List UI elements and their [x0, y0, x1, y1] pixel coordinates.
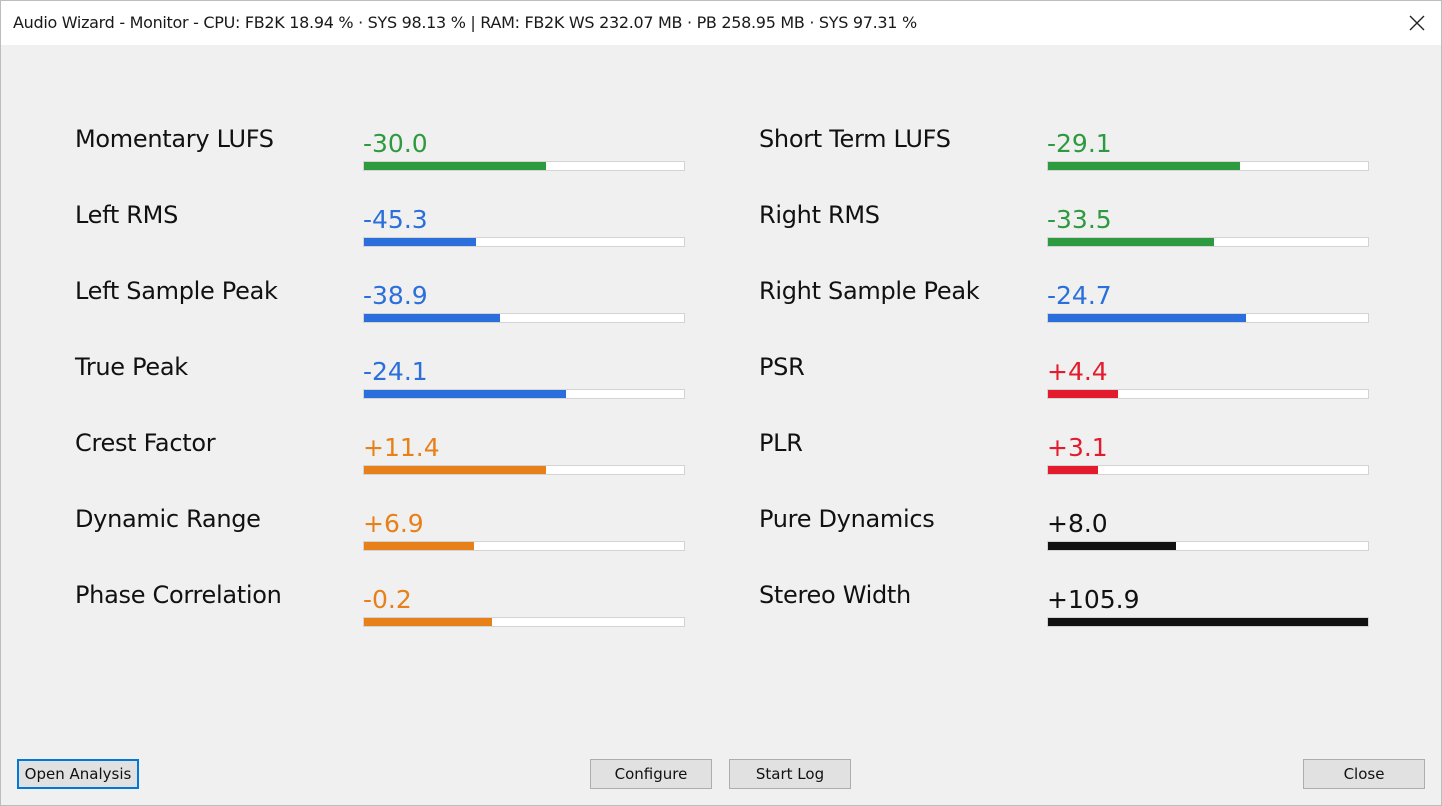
meter-fill — [1048, 618, 1368, 626]
meter-fill — [1048, 542, 1176, 550]
start-log-button[interactable]: Start Log — [729, 759, 851, 789]
metric-label: Momentary LUFS — [75, 125, 274, 153]
meter-fill — [1048, 314, 1247, 322]
configure-button[interactable]: Configure — [590, 759, 712, 789]
open-analysis-button[interactable]: Open Analysis — [17, 759, 139, 789]
metric-momentary-lufs: Momentary LUFS -30.0 — [75, 125, 715, 195]
metric-value: -45.3 — [363, 205, 428, 234]
meter-fill — [364, 314, 500, 322]
metric-label: True Peak — [75, 353, 188, 381]
metric-right-rms: Right RMS -33.5 — [759, 201, 1399, 271]
meter-track — [363, 617, 685, 627]
metric-value: +3.1 — [1047, 433, 1108, 462]
metric-left-rms: Left RMS -45.3 — [75, 201, 715, 271]
metric-label: PSR — [759, 353, 805, 381]
metric-label: Left Sample Peak — [75, 277, 278, 305]
meter-fill — [364, 390, 566, 398]
metric-value: -0.2 — [363, 585, 412, 614]
meter-fill — [364, 238, 476, 246]
metric-value: +8.0 — [1047, 509, 1108, 538]
meter-fill — [364, 542, 475, 550]
title-bar: Audio Wizard - Monitor - CPU: FB2K 18.94… — [1, 1, 1441, 45]
meter-fill — [1048, 162, 1240, 170]
metric-label: Right Sample Peak — [759, 277, 980, 305]
meter-track — [363, 161, 685, 171]
metric-right-sample-peak: Right Sample Peak -24.7 — [759, 277, 1399, 347]
metric-label: Crest Factor — [75, 429, 216, 457]
metric-label: Stereo Width — [759, 581, 911, 609]
meter-fill — [364, 466, 547, 474]
meter-fill — [364, 162, 547, 170]
metric-label: PLR — [759, 429, 803, 457]
meter-track — [1047, 465, 1369, 475]
meter-track — [363, 465, 685, 475]
meter-track — [1047, 313, 1369, 323]
close-window-icon[interactable] — [1405, 11, 1429, 35]
meter-fill — [1048, 466, 1098, 474]
metric-pure-dynamics: Pure Dynamics +8.0 — [759, 505, 1399, 575]
metric-stereo-width: Stereo Width +105.9 — [759, 581, 1399, 651]
meter-track — [363, 237, 685, 247]
metric-label: Left RMS — [75, 201, 178, 229]
window-title: Audio Wizard - Monitor - CPU: FB2K 18.94… — [13, 13, 917, 32]
metric-dynamic-range: Dynamic Range +6.9 — [75, 505, 715, 575]
metric-short-term-lufs: Short Term LUFS -29.1 — [759, 125, 1399, 195]
meter-track — [1047, 617, 1369, 627]
meter-track — [1047, 541, 1369, 551]
metric-label: Short Term LUFS — [759, 125, 951, 153]
metric-label: Right RMS — [759, 201, 880, 229]
meter-fill — [1048, 238, 1215, 246]
metric-label: Pure Dynamics — [759, 505, 935, 533]
metric-true-peak: True Peak -24.1 — [75, 353, 715, 423]
metric-phase-correlation: Phase Correlation -0.2 — [75, 581, 715, 651]
metric-value: -30.0 — [363, 129, 428, 158]
meter-fill — [364, 618, 492, 626]
meter-track — [363, 389, 685, 399]
metric-value: -24.1 — [363, 357, 428, 386]
metric-label: Dynamic Range — [75, 505, 261, 533]
meter-fill — [1048, 390, 1119, 398]
metric-psr: PSR +4.4 — [759, 353, 1399, 423]
meter-track — [1047, 161, 1369, 171]
meter-track — [1047, 389, 1369, 399]
metric-value: +105.9 — [1047, 585, 1140, 614]
metric-plr: PLR +3.1 — [759, 429, 1399, 499]
metric-value: +4.4 — [1047, 357, 1108, 386]
metric-value: +6.9 — [363, 509, 424, 538]
meter-track — [363, 313, 685, 323]
metric-value: -29.1 — [1047, 129, 1112, 158]
metric-left-sample-peak: Left Sample Peak -38.9 — [75, 277, 715, 347]
meter-track — [363, 541, 685, 551]
close-button[interactable]: Close — [1303, 759, 1425, 789]
metric-value: +11.4 — [363, 433, 440, 462]
metric-value: -24.7 — [1047, 281, 1112, 310]
metric-value: -33.5 — [1047, 205, 1112, 234]
meter-track — [1047, 237, 1369, 247]
metric-crest-factor: Crest Factor +11.4 — [75, 429, 715, 499]
metric-label: Phase Correlation — [75, 581, 282, 609]
metric-value: -38.9 — [363, 281, 428, 310]
